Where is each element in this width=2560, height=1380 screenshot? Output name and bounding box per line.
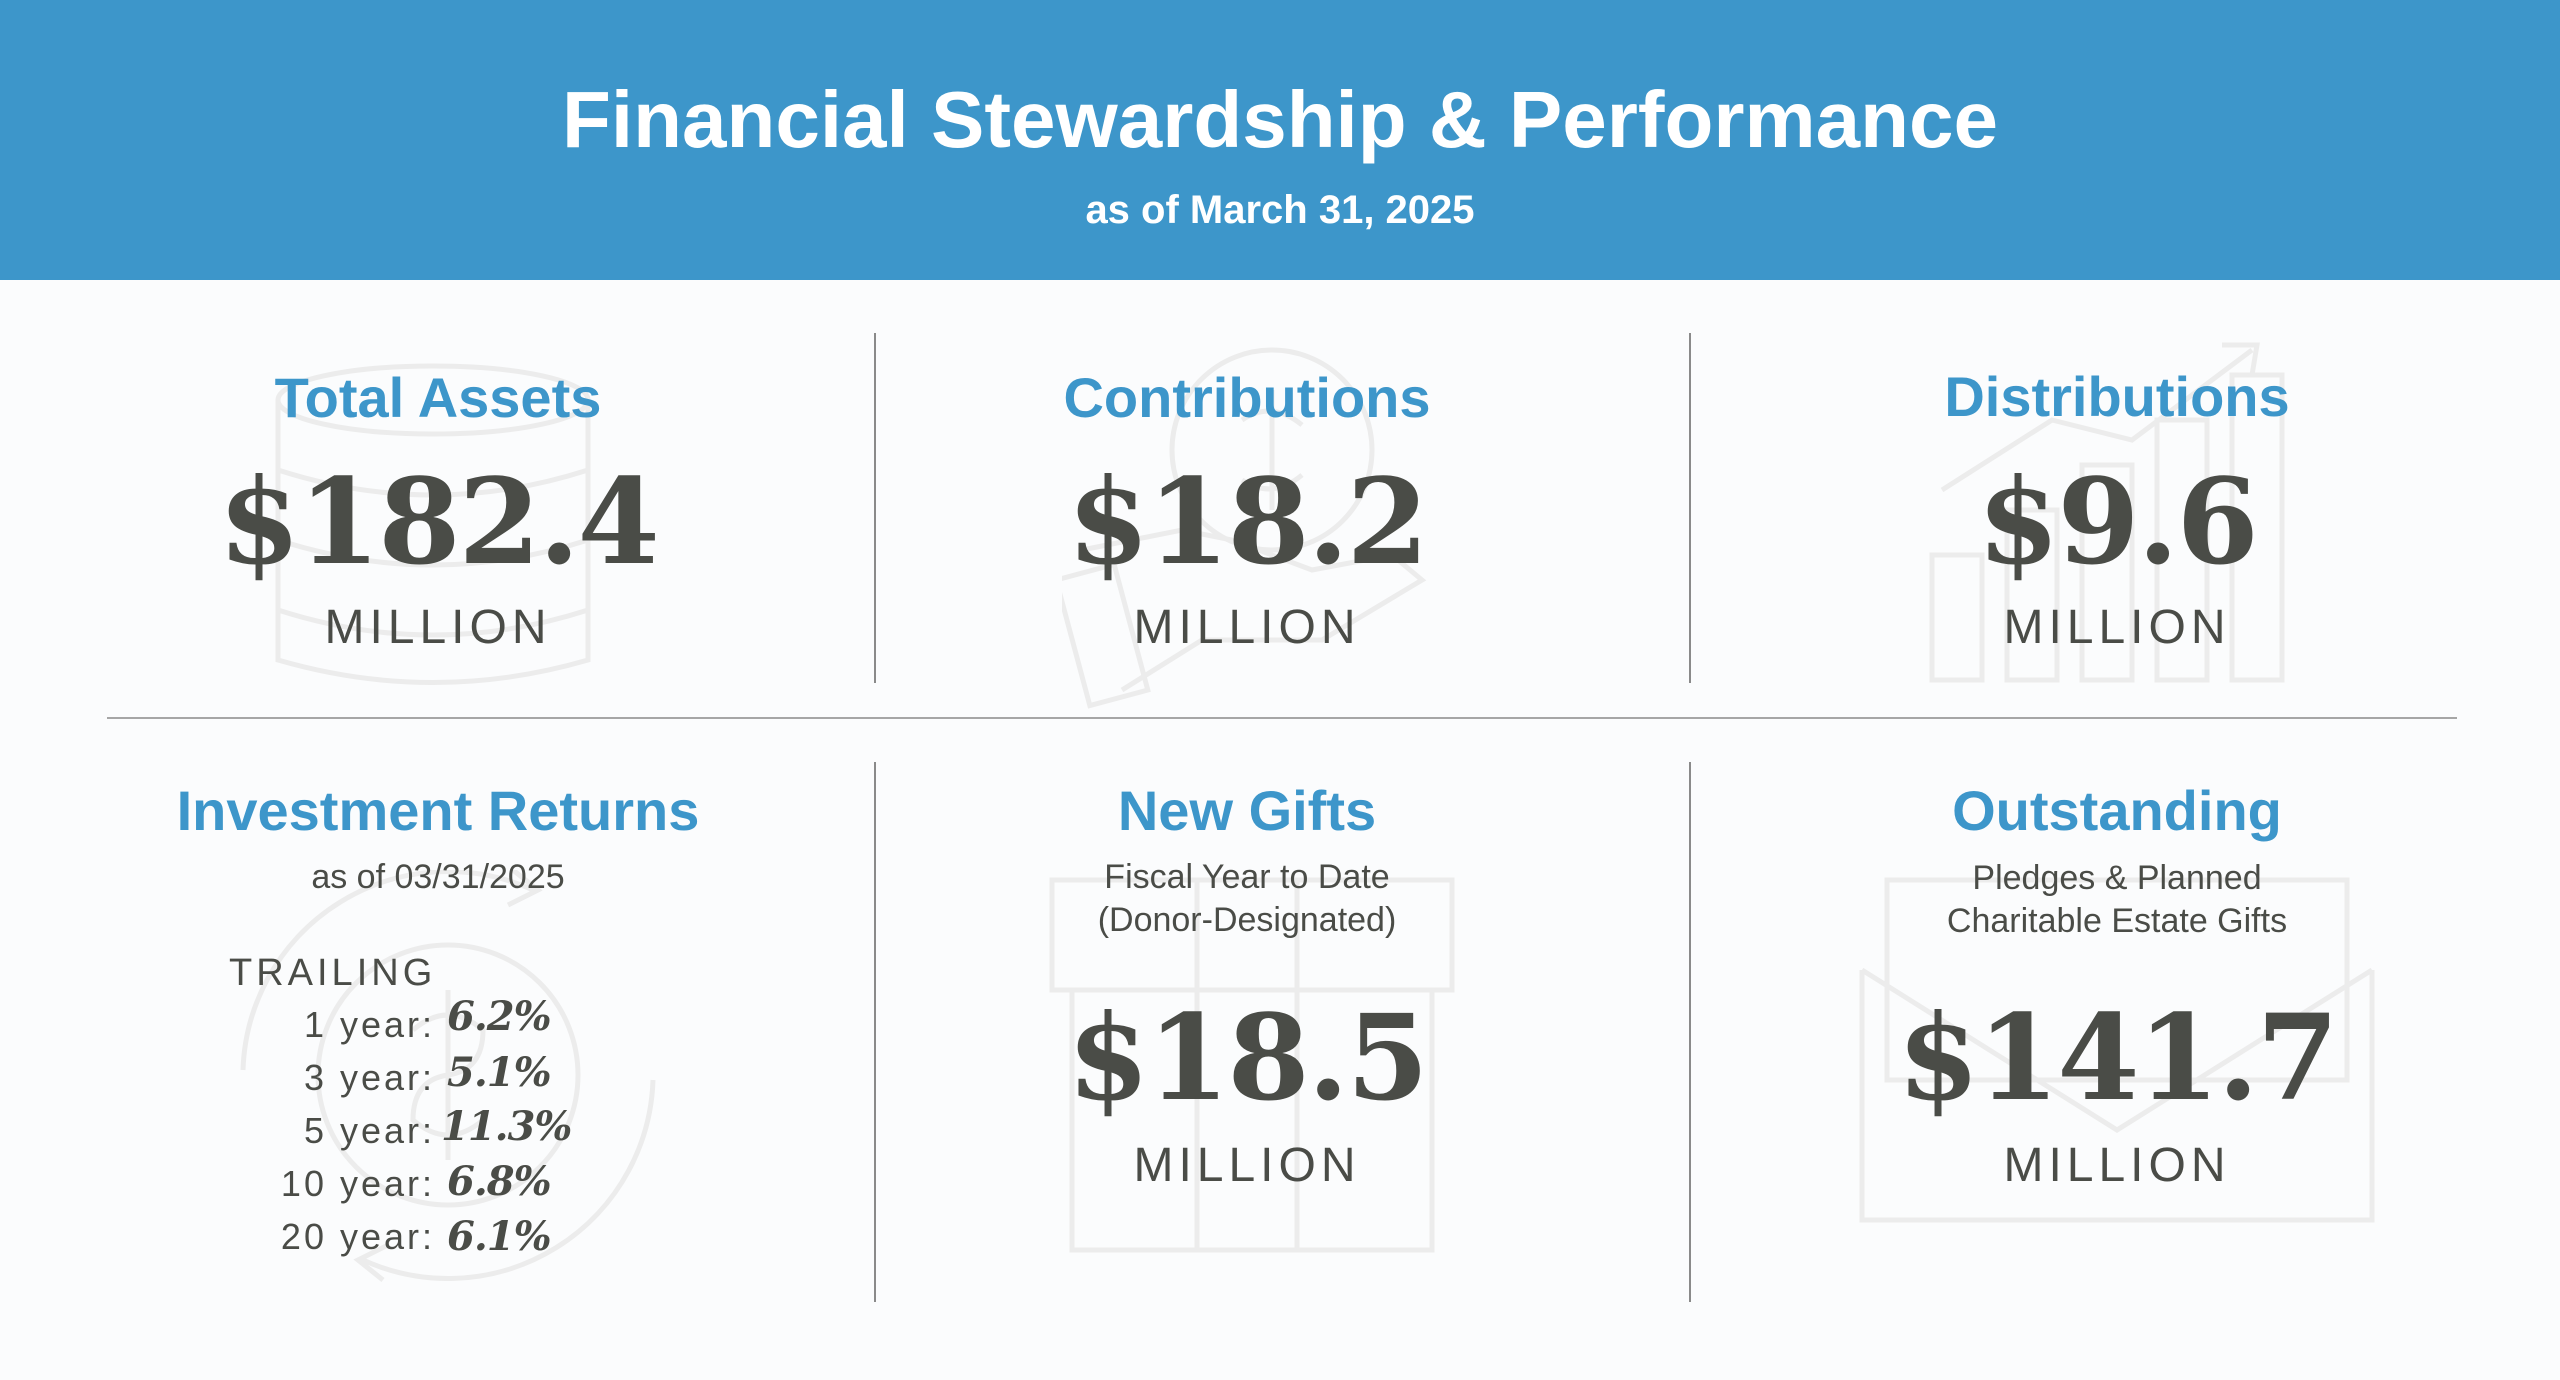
contributions-title: Contributions (1063, 366, 1431, 429)
investment-returns-card: Investment Returns as of 03/31/2025 TRAI… (33, 770, 843, 1330)
return-row-label: 20 year: (280, 1216, 435, 1257)
divider-vertical-bottom-left (874, 762, 876, 1302)
distributions-card: Distributions $9.6 MILLION (1712, 330, 2522, 690)
outstanding-note-line-1: Pledges & Planned (1972, 859, 2262, 897)
outstanding-card: Outstanding Pledges & Planned Charitable… (1712, 770, 2522, 1330)
return-row-value: 6.1% (447, 1213, 552, 1260)
page-subtitle: as of March 31, 2025 (1085, 188, 1475, 232)
return-row-value: 11.3% (441, 1103, 572, 1150)
outstanding-title: Outstanding (1952, 779, 2282, 842)
contributions-amount: $18.2 (1067, 452, 1429, 591)
divider-horizontal (107, 717, 2457, 719)
return-row-label: 1 year: (303, 1004, 435, 1045)
investment-returns-title: Investment Returns (176, 779, 700, 842)
return-row-label: 3 year: (303, 1057, 435, 1098)
outstanding-unit: MILLION (2003, 1139, 2231, 1192)
outstanding-amount: $141.7 (1897, 988, 2339, 1127)
total-assets-unit: MILLION (324, 601, 552, 654)
contributions-card: Contributions $18.2 MILLION (842, 330, 1652, 709)
return-row-value: 6.8% (447, 1158, 552, 1205)
total-assets-amount: $182.4 (218, 452, 660, 591)
divider-vertical-top-right (1689, 333, 1691, 683)
investment-returns-note: as of 03/31/2025 (311, 858, 565, 896)
total-assets-card: Total Assets $182.4 MILLION (33, 330, 843, 690)
return-row-20-year: 20 year: (33, 1210, 435, 1264)
return-row-value: 5.1% (447, 1049, 552, 1096)
header-banner: Financial Stewardship & Performance as o… (0, 0, 2560, 280)
new-gifts-unit: MILLION (1133, 1139, 1361, 1192)
new-gifts-title: New Gifts (1117, 779, 1377, 842)
return-row-10-year: 10 year: (33, 1157, 435, 1211)
new-gifts-amount: $18.5 (1067, 988, 1429, 1127)
divider-vertical-top-left (874, 333, 876, 683)
return-row-label: 10 year: (280, 1163, 435, 1204)
return-row-3-year: 3 year: (33, 1051, 435, 1105)
return-row-label: 5 year: (303, 1110, 435, 1151)
distributions-amount: $9.6 (1977, 452, 2258, 591)
return-row-1-year: 1 year: (33, 998, 435, 1052)
trailing-label: TRAILING (229, 952, 437, 994)
return-row-value: 6.2% (447, 993, 552, 1040)
distributions-unit: MILLION (2003, 601, 2231, 654)
divider-vertical-bottom-right (1689, 762, 1691, 1302)
new-gifts-note-line-2: (Donor-Designated) (1097, 901, 1397, 939)
page-title: Financial Stewardship & Performance (562, 75, 1998, 164)
distributions-title: Distributions (1944, 365, 2290, 428)
contributions-unit: MILLION (1133, 601, 1361, 654)
new-gifts-card: New Gifts Fiscal Year to Date (Donor-Des… (842, 770, 1652, 1330)
outstanding-note-line-2: Charitable Estate Gifts (1946, 902, 2288, 940)
total-assets-title: Total Assets (274, 366, 602, 429)
new-gifts-note-line-1: Fiscal Year to Date (1104, 858, 1390, 896)
return-row-5-year: 5 year: (33, 1104, 435, 1158)
